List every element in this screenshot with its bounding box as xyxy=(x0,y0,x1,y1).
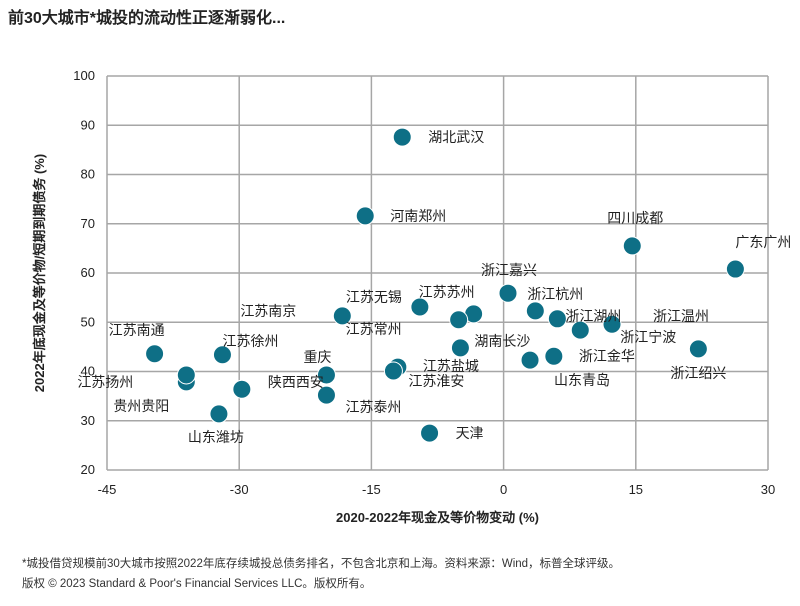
data-label: 江苏常州 xyxy=(346,322,402,338)
y-tick-label: 30 xyxy=(81,413,95,428)
data-point xyxy=(232,379,252,399)
data-point xyxy=(383,361,403,381)
data-point xyxy=(209,404,229,424)
data-point xyxy=(420,423,440,443)
data-point xyxy=(498,283,518,303)
data-point xyxy=(520,350,540,370)
data-point xyxy=(392,127,412,147)
data-point xyxy=(570,320,590,340)
data-point xyxy=(544,346,564,366)
data-label: 江苏南通 xyxy=(109,323,165,339)
data-label: 浙江湖州 xyxy=(565,309,621,325)
footnote: *城投借贷规模前30大城市按照2022年底存续城投总债务排名，不包含北京和上海。… xyxy=(22,558,621,570)
x-axis-label: 2020-2022年现金及等价物变动 (%) xyxy=(336,510,539,525)
data-point xyxy=(725,259,745,279)
data-label: 山东潍坊 xyxy=(188,430,244,446)
data-label: 湖北武汉 xyxy=(428,130,484,146)
data-label: 重庆 xyxy=(303,350,331,366)
data-point xyxy=(176,365,196,385)
data-point xyxy=(145,344,165,364)
y-tick-label: 90 xyxy=(81,117,95,132)
x-tick-label: 0 xyxy=(500,482,507,497)
data-label: 浙江宁波 xyxy=(620,329,676,346)
data-point xyxy=(410,297,430,317)
data-label: 江苏南京 xyxy=(240,304,296,320)
data-point xyxy=(212,345,232,365)
data-point xyxy=(602,314,622,334)
data-label: 贵州贵阳 xyxy=(113,399,169,415)
data-point xyxy=(332,306,352,326)
data-label: 浙江嘉兴 xyxy=(481,263,537,279)
x-tick-label: -30 xyxy=(230,482,249,497)
data-label: 江苏徐州 xyxy=(222,334,278,350)
data-point xyxy=(688,339,708,359)
data-label: 江苏泰州 xyxy=(345,400,401,416)
y-tick-label: 100 xyxy=(73,68,95,83)
y-tick-label: 20 xyxy=(81,462,95,477)
data-label: 浙江绍兴 xyxy=(670,366,726,382)
data-label: 江苏淮安 xyxy=(408,374,464,390)
data-point xyxy=(355,206,375,226)
data-label: 江苏盐城 xyxy=(423,359,479,375)
y-tick-label: 60 xyxy=(81,265,95,280)
data-point xyxy=(316,365,336,385)
data-label: 江苏苏州 xyxy=(419,285,475,301)
data-point xyxy=(316,385,336,405)
x-tick-label: 30 xyxy=(761,482,775,497)
data-label: 浙江金华 xyxy=(579,349,635,365)
data-label: 河南郑州 xyxy=(390,209,446,225)
data-label: 浙江温州 xyxy=(653,309,709,325)
data-point xyxy=(525,301,545,321)
data-point xyxy=(449,310,469,330)
data-label: 陕西西安 xyxy=(268,375,324,391)
y-tick-label: 70 xyxy=(81,216,95,231)
data-label: 江苏无锡 xyxy=(346,290,402,306)
data-label: 广东广州 xyxy=(735,235,791,251)
y-tick-label: 50 xyxy=(81,314,95,329)
data-label: 江苏扬州 xyxy=(77,375,133,391)
data-label: 湖南长沙 xyxy=(474,334,530,350)
copyright: 版权 © 2023 Standard & Poor's Financial Se… xyxy=(22,578,372,590)
data-label: 山东青岛 xyxy=(554,373,610,389)
y-tick-label: 80 xyxy=(81,167,95,182)
data-label: 四川成都 xyxy=(607,211,663,227)
data-label: 浙江杭州 xyxy=(527,287,583,303)
y-axis-label: 2022年底现金及等价物/短期到期债务 (%) xyxy=(32,154,47,392)
x-tick-label: -45 xyxy=(98,482,117,497)
y-tick-label: 40 xyxy=(81,364,95,379)
chart-title: 前30大城市*城投的流动性正逐渐弱化... xyxy=(8,10,286,27)
data-label: 天津 xyxy=(456,426,484,442)
x-tick-label: -15 xyxy=(362,482,381,497)
data-point xyxy=(622,236,642,256)
x-tick-label: 15 xyxy=(629,482,643,497)
data-point xyxy=(547,309,567,329)
data-point xyxy=(450,338,470,358)
